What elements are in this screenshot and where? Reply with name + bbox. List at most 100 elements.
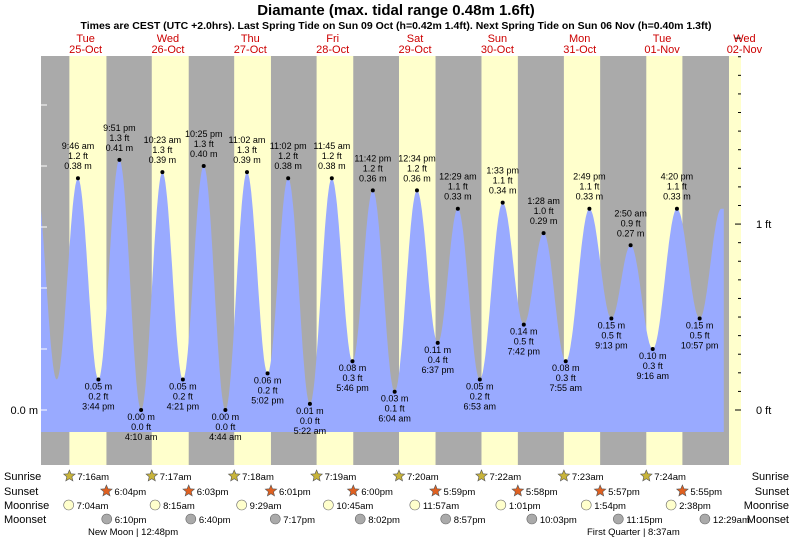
moonset-time: 6:40pm — [199, 515, 231, 526]
low-tide-label: 0.14 m — [510, 327, 538, 337]
sunrise-time: 7:23am — [572, 472, 604, 483]
low-tide-label: 0.2 ft — [173, 392, 194, 402]
day-label-dow: Tue — [653, 33, 672, 45]
moonrise-icon — [580, 499, 592, 511]
sunrise-icon — [392, 469, 406, 482]
high-tide-label: 2:50 am — [614, 208, 647, 218]
low-tide-label: 0.5 ft — [514, 337, 535, 347]
low-tide-label: 0.11 m — [424, 345, 451, 355]
high-tide-label: 1.2 ft — [363, 163, 384, 173]
moonrise-time: 8:15am — [163, 501, 195, 512]
day-label-date: 27-Oct — [234, 44, 267, 56]
moonset-icon — [613, 513, 624, 525]
tide-labels: 9:46 am1.2 ft0.38 m0.05 m0.2 ft3:44 pm9:… — [62, 123, 719, 442]
sunrise-time: 7:19am — [325, 472, 357, 483]
moonrise-time: 1:54pm — [594, 501, 626, 512]
sunrise-time: 7:17am — [160, 472, 192, 483]
high-tide-label: 0.33 m — [444, 192, 472, 202]
low-tide-label: 0.08 m — [552, 363, 580, 373]
low-tide-label: 6:37 pm — [421, 365, 454, 375]
moonset-time: 11:15pm — [626, 515, 662, 526]
day-label-date: 30-Oct — [481, 44, 514, 56]
moonset-time: 8:02pm — [368, 515, 400, 526]
chart-title: Diamante (max. tidal range 0.48m 1.6ft) — [257, 2, 535, 19]
high-tide-label: 1.2 ft — [68, 151, 89, 161]
high-tide-label: 12:29 am — [439, 172, 477, 182]
tide-point — [414, 188, 419, 193]
high-tide-label: 0.29 m — [530, 216, 558, 226]
tide-point — [435, 340, 440, 345]
high-tide-label: 0.39 m — [233, 155, 261, 165]
high-tide-label: 4:20 pm — [661, 172, 694, 182]
low-tide-label: 0.00 m — [127, 412, 155, 422]
moon-phase-label: First Quarter | 8:37am — [587, 527, 680, 538]
low-tide-label: 0.03 m — [381, 394, 409, 404]
row-label-right: Sunrise — [752, 471, 789, 483]
sunrise-time: 7:20am — [407, 472, 439, 483]
sunrise-icon — [639, 469, 653, 482]
day-label-dow: Wed — [733, 33, 755, 45]
tide-point — [265, 371, 270, 376]
low-tide-label: 3:44 pm — [82, 402, 115, 412]
high-tide-label: 0.36 m — [359, 173, 387, 183]
sunrise-icon — [227, 469, 241, 482]
high-tide-label: 1.2 ft — [322, 151, 343, 161]
moonrise-time: 11:57am — [423, 501, 459, 512]
low-tide-label: 6:53 am — [464, 402, 497, 412]
sunset-icon — [511, 484, 525, 497]
high-tide-label: 9:51 pm — [103, 123, 136, 133]
low-tide-label: 0.1 ft — [385, 404, 406, 414]
low-tide-label: 0.0 ft — [215, 422, 236, 432]
low-tide-label: 4:21 pm — [167, 402, 200, 412]
high-tide-label: 0.39 m — [149, 155, 177, 165]
tide-point — [541, 231, 546, 236]
high-tide-label: 0.40 m — [190, 149, 218, 159]
tide-point — [160, 170, 165, 175]
moonrise-icon — [665, 499, 677, 511]
low-tide-label: 7:55 am — [549, 383, 582, 393]
moonset-icon — [270, 513, 281, 525]
moonrise-icon — [495, 499, 507, 511]
row-label-right: Moonrise — [744, 500, 789, 512]
low-tide-label: 0.4 ft — [428, 355, 449, 365]
high-tide-label: 11:42 pm — [354, 153, 391, 163]
low-tide-label: 0.3 ft — [643, 361, 664, 371]
sunset-icon — [593, 484, 607, 497]
sunset-time: 5:55pm — [690, 487, 722, 498]
moonrise-time: 2:38pm — [679, 501, 711, 512]
low-tide-label: 0.10 m — [639, 351, 667, 361]
low-tide-label: 0.0 ft — [131, 422, 152, 432]
low-tide-label: 0.3 ft — [556, 373, 577, 383]
high-tide-label: 9:46 am — [62, 141, 95, 151]
sunset-time: 5:59pm — [444, 487, 476, 498]
high-tide-label: 0.36 m — [403, 173, 431, 183]
low-tide-label: 0.5 ft — [690, 331, 711, 341]
daylight-band — [728, 56, 741, 465]
high-tide-label: 1.2 ft — [407, 163, 428, 173]
day-label-date: 02-Nov — [727, 44, 763, 56]
moonrise-icon — [323, 499, 334, 511]
moonrise-time: 7:04am — [77, 501, 109, 512]
sunset-icon — [264, 484, 278, 497]
low-tide-label: 0.05 m — [169, 382, 197, 392]
tide-point — [500, 200, 505, 205]
sunset-time: 6:01pm — [279, 487, 311, 498]
day-labels: Tue25-OctWed26-OctThu27-OctFri28-OctSat2… — [69, 33, 763, 56]
high-tide-label: 1.3 ft — [237, 145, 258, 155]
day-label-date: 26-Oct — [151, 44, 184, 56]
tide-point — [329, 176, 334, 181]
high-tide-label: 11:02 pm — [270, 141, 307, 151]
row-label-right: Sunset — [755, 486, 789, 498]
sunrise-icon — [475, 469, 488, 482]
sunset-time: 6:03pm — [197, 487, 229, 498]
low-tide-label: 9:16 am — [636, 371, 669, 381]
axes: 0.0 m 0 ft 1 ft — [10, 37, 771, 417]
day-label-date: 28-Oct — [316, 44, 349, 56]
low-tide-label: 0.2 ft — [88, 392, 109, 402]
tide-point — [75, 176, 80, 181]
day-label-dow: Mon — [569, 33, 590, 45]
high-tide-label: 12:34 pm — [398, 153, 436, 163]
sunrise-time: 7:18am — [242, 472, 274, 483]
low-tide-label: 4:44 am — [209, 432, 242, 442]
tide-point — [392, 389, 397, 394]
